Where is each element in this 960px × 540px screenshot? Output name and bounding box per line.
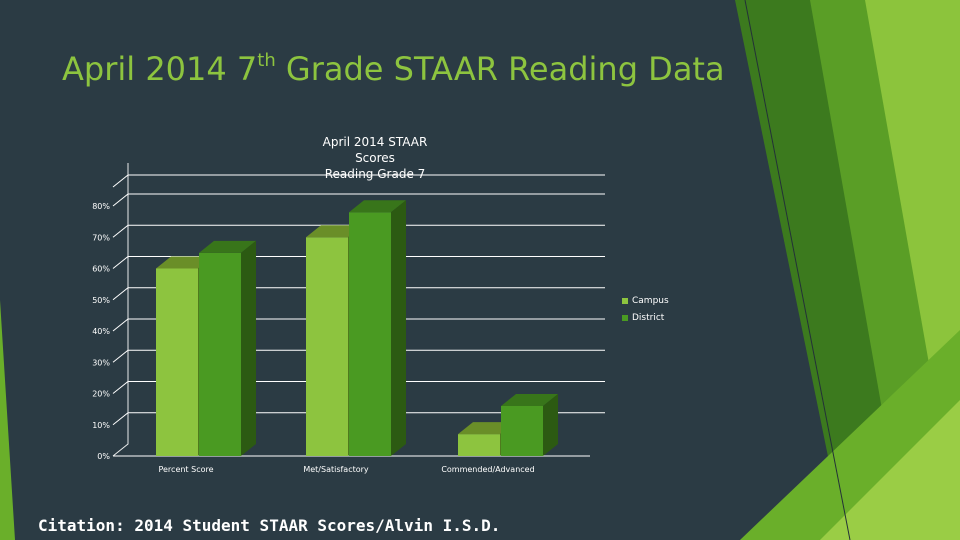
bar-top-district-2 (501, 394, 558, 406)
x-category-label: Met/Satisfactory (303, 465, 369, 474)
x-category-label: Percent Score (158, 465, 213, 474)
grid-line (112, 381, 605, 394)
citation-text: Citation: 2014 Student STAAR Scores/Alvi… (38, 516, 501, 535)
bar-side-district-0 (241, 240, 256, 456)
bar-campus-1 (306, 237, 348, 456)
bar-top-district-0 (199, 240, 256, 253)
grid-line (112, 256, 605, 269)
deco-dark-line (744, 0, 851, 540)
bar-campus-2 (458, 434, 500, 456)
chart-back-wall-edge (112, 163, 129, 457)
chart-title-line-1: April 2014 STAAR (322, 135, 428, 149)
bar-top-campus-1 (306, 225, 363, 238)
bar-side-district-1 (391, 200, 406, 456)
grid-line (112, 193, 605, 207)
grid-line-top (112, 174, 605, 188)
legend-item-campus: Campus (622, 292, 669, 309)
bar-campus-0 (156, 268, 198, 456)
y-tick-label: 50% (92, 296, 110, 305)
y-tick-label: 0% (97, 452, 110, 461)
slide-title-superscript: th (257, 50, 276, 71)
legend-label-campus: Campus (632, 295, 669, 306)
y-tick-label: 80% (92, 202, 110, 211)
grid-line (112, 287, 605, 301)
slide-title-suffix: Grade STAAR Reading Data (275, 50, 725, 88)
y-tick-label: 10% (92, 421, 110, 430)
chart-title: April 2014 STAAR Scores Reading Grade 7 (300, 134, 450, 182)
y-tick-label: 70% (92, 233, 110, 242)
bar-district-1 (349, 212, 391, 456)
y-tick-label: 60% (92, 265, 110, 274)
y-tick-label: 20% (92, 390, 110, 399)
bar-top-campus-0 (156, 256, 213, 269)
y-tick-label: 30% (92, 358, 110, 367)
grid-line (112, 349, 605, 363)
grid-line (112, 412, 605, 426)
bar-side-district-2 (543, 394, 558, 456)
chart-title-line-2: Scores (355, 151, 395, 165)
legend-label-district: District (632, 312, 665, 323)
bar-district-2 (501, 406, 543, 456)
legend-swatch-district (622, 314, 628, 321)
deco-bottom-light-triangle (820, 400, 960, 540)
chart-title-line-3: Reading Grade 7 (324, 167, 426, 181)
grid-line (112, 224, 605, 238)
deco-left-green-sliver (0, 300, 15, 540)
bar-district-0 (199, 252, 241, 456)
slide-title: April 2014 7th Grade STAAR Reading Data (62, 50, 725, 88)
grid-line (112, 318, 605, 332)
slide-title-prefix: April 2014 7 (62, 50, 258, 88)
chart-legend: Campus District (622, 292, 669, 326)
bar-top-district-1 (349, 200, 406, 213)
x-category-label: Commended/Advanced (441, 465, 534, 474)
y-tick-label: 40% (92, 327, 110, 336)
legend-swatch-campus (622, 297, 628, 304)
legend-item-district: District (622, 309, 669, 326)
bar-top-campus-2 (458, 422, 515, 435)
